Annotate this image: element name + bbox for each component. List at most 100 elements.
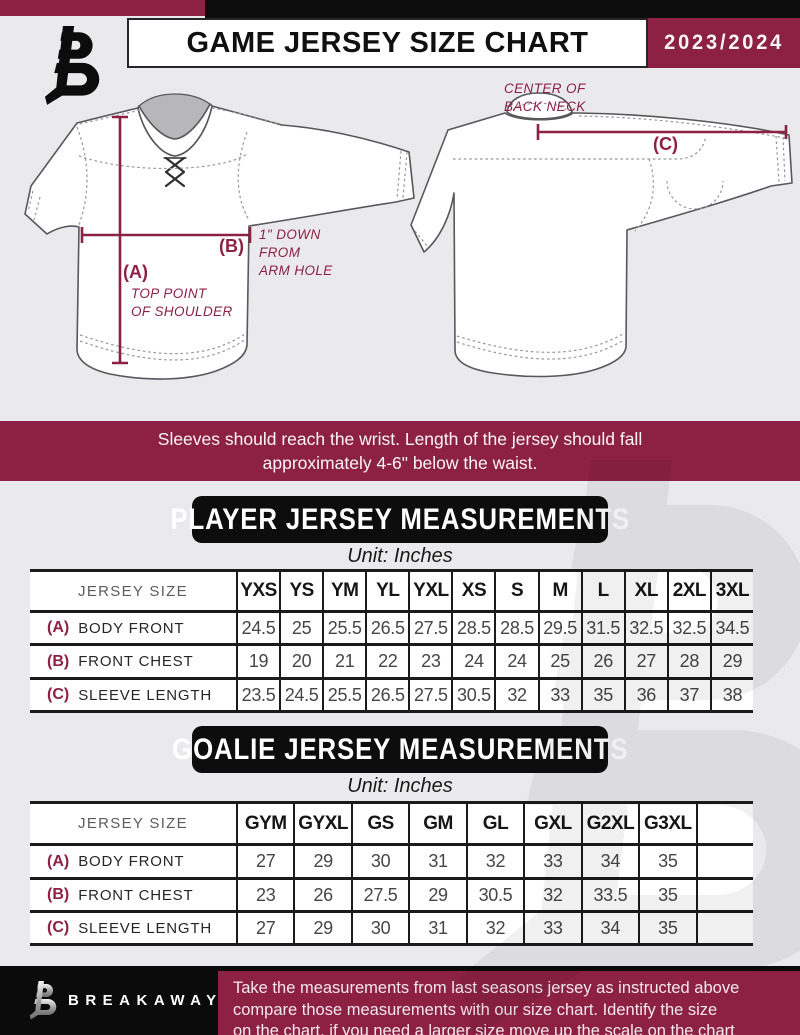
season-badge: 2023/2024 <box>648 18 800 68</box>
value-cell: 33.5 <box>580 877 639 910</box>
value-cell: 34 <box>580 910 639 943</box>
value-cell <box>695 910 753 943</box>
size-column-header: GXL <box>523 801 581 843</box>
row-key: (C) <box>47 686 70 703</box>
value-cell: 24.5 <box>279 677 323 710</box>
size-column-header: XS <box>451 569 495 610</box>
measurement-line-back <box>536 124 788 140</box>
row-label: (B) FRONT CHEST <box>30 643 236 677</box>
size-column-header: G2XL <box>580 801 639 843</box>
fit-note-banner: Sleeves should reach the wrist. Length o… <box>0 421 800 481</box>
row-key: (A) <box>47 619 70 636</box>
value-cell: 34.5 <box>709 610 753 643</box>
value-cell: 19 <box>236 643 280 677</box>
value-cell: 35 <box>580 677 624 710</box>
value-cell: 36 <box>623 677 667 710</box>
label-a-note: TOP POINT OF SHOULDER <box>131 285 233 321</box>
label-c-note-line1: CENTER OF <box>504 81 586 96</box>
value-cell: 27.5 <box>350 877 409 910</box>
size-column-header: GYXL <box>293 801 351 843</box>
size-column-header: YXS <box>236 569 280 610</box>
goalie-table: JERSEY SIZE GYM GYXL GS GM GL GXL G2XL G3XL (A) BO… <box>30 801 753 946</box>
label-b-note: 1" DOWN FROM ARM HOLE <box>259 226 333 280</box>
row-key: (C) <box>47 919 70 936</box>
row-name: SLEEVE LENGTH <box>78 919 212 937</box>
measurement-lines-front <box>80 115 252 365</box>
label-b-note-line3: ARM HOLE <box>259 263 333 278</box>
value-cell: 32.5 <box>666 610 710 643</box>
value-cell: 23 <box>236 877 294 910</box>
row-key: (A) <box>47 852 70 870</box>
value-cell: 28.5 <box>494 610 538 643</box>
value-cell: 20 <box>279 643 323 677</box>
size-column-header: GL <box>465 801 524 843</box>
size-column-header: GM <box>408 801 466 843</box>
table-header-label: JERSEY SIZE <box>30 801 236 843</box>
value-cell: 27.5 <box>408 677 452 710</box>
value-cell: 30.5 <box>451 677 495 710</box>
value-cell: 31 <box>408 843 466 877</box>
row-label: (C) SLEEVE LENGTH <box>30 910 236 943</box>
brand-wordmark: BREAKAWAY <box>68 992 223 1009</box>
size-column-header: GS <box>350 801 409 843</box>
value-cell: 33 <box>537 677 581 710</box>
value-cell: 26.5 <box>365 677 409 710</box>
value-cell: 32.5 <box>623 610 667 643</box>
footer-note-line3: on the chart, if you need a larger size … <box>233 1022 735 1035</box>
label-c-note: CENTER OF BACK NECK <box>504 80 586 116</box>
top-strip-maroon <box>0 0 205 16</box>
value-cell: 30 <box>350 843 409 877</box>
row-name: SLEEVE LENGTH <box>78 686 212 704</box>
breakaway-footer-logo-icon <box>29 980 57 1019</box>
row-key: (B) <box>47 652 70 670</box>
table-header-label: JERSEY SIZE <box>30 569 236 610</box>
value-cell: 27 <box>236 843 294 877</box>
goalie-section-badge: GOALIE JERSEY MEASUREMENTS <box>172 726 627 773</box>
top-strip-black <box>205 0 800 18</box>
value-cell: 27 <box>236 910 294 943</box>
size-column-header: M <box>537 569 581 610</box>
value-cell: 24 <box>451 643 495 677</box>
row-name: BODY FRONT <box>78 853 185 870</box>
player-section-badge: PLAYER JERSEY MEASUREMENTS <box>170 496 629 543</box>
size-column-header: YS <box>279 569 323 610</box>
goalie-section-title: GOALIE JERSEY MEASUREMENTS <box>171 732 629 766</box>
size-column-header: YL <box>365 569 409 610</box>
size-column-header: 2XL <box>666 569 710 610</box>
fit-note-line1: Sleeves should reach the wrist. Length o… <box>157 429 643 449</box>
footer: BREAKAWAY Take the measurements from las… <box>0 966 800 1035</box>
footer-note-line2: compare those measurements with our size… <box>233 1000 718 1019</box>
value-cell <box>695 877 753 910</box>
value-cell: 29 <box>293 910 351 943</box>
back-jersey-diagram <box>410 92 793 378</box>
label-a-note-line1: TOP POINT <box>131 286 207 301</box>
size-column-header: S <box>494 569 538 610</box>
size-column-header: 3XL <box>709 569 753 610</box>
value-cell: 32 <box>465 843 524 877</box>
breakaway-logo-icon <box>45 26 100 105</box>
player-section-title: PLAYER JERSEY MEASUREMENTS <box>170 502 630 536</box>
label-b-note-line1: 1" DOWN <box>259 227 321 242</box>
size-column-header <box>695 801 753 843</box>
size-column-header: YXL <box>408 569 452 610</box>
row-name: BODY FRONT <box>78 619 185 637</box>
value-cell: 25.5 <box>322 677 366 710</box>
value-cell: 21 <box>322 643 366 677</box>
value-cell: 29.5 <box>537 610 581 643</box>
title-panel: GAME JERSEY SIZE CHART <box>127 18 648 68</box>
label-c: (C) <box>653 134 678 154</box>
label-c-note-line2: BACK NECK <box>504 99 586 114</box>
front-jersey-diagram <box>24 93 415 380</box>
row-label: (B) FRONT CHEST <box>30 877 236 910</box>
value-cell: 31.5 <box>580 610 624 643</box>
row-name: FRONT CHEST <box>78 653 194 670</box>
page-title: GAME JERSEY SIZE CHART <box>186 26 589 59</box>
player-table: JERSEY SIZE YXS YS YM YL YXL XS S M L XL 2XL 3XL (A) B… <box>30 569 753 713</box>
label-b: (B) <box>219 236 244 256</box>
value-cell: 35 <box>638 877 696 910</box>
value-cell: 23 <box>408 643 452 677</box>
size-column-header: L <box>580 569 624 610</box>
value-cell: 29 <box>709 643 753 677</box>
value-cell: 29 <box>293 843 351 877</box>
